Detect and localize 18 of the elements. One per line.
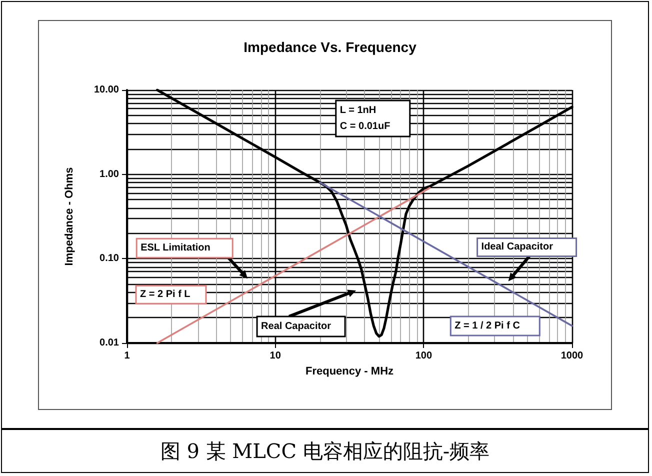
x-tick-label: 100 [415, 350, 432, 362]
x-tick-label: 1 [124, 350, 130, 362]
y-tick-label: 1.00 [100, 168, 120, 180]
annotation: Real Capacitor [261, 320, 332, 332]
x-axis-title: Frequency - MHz [305, 365, 394, 378]
annotation: L = 1nH C = 0.01uF [340, 104, 390, 132]
y-tick-label: 10.00 [94, 84, 120, 96]
x-tick-label: 10 [270, 350, 282, 362]
annotation: Ideal Capacitor [481, 242, 554, 253]
annotation: Z = 2 Pi f L [140, 289, 190, 300]
y-tick-label: 0.10 [100, 253, 120, 264]
y-axis-title: Impedance - Ohms [64, 167, 76, 266]
annotation: ESL Limitation [140, 242, 210, 254]
y-tick-label: 0.01 [100, 338, 120, 348]
x-tick-label: 1000 [560, 350, 584, 362]
chart-title: Impedance Vs. Frequency [244, 39, 417, 55]
caption: 图 9 某 MLCC 电容相应的阻抗-频率 [1, 429, 649, 473]
annotation: Z = 1 / 2 Pi f C [454, 320, 520, 332]
